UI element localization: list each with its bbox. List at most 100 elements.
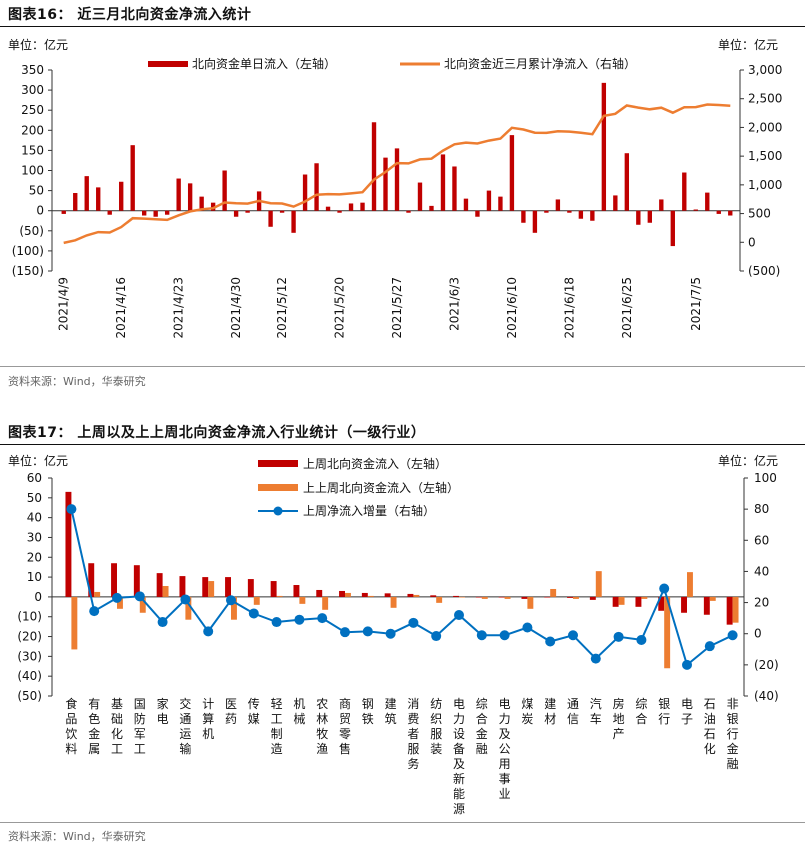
chart17-category-label: 综合金融 [476,697,488,756]
chart17-prevweek-bar [664,596,671,669]
chart17-category-label: 银行 [658,697,670,726]
chart17-category-label: 通信 [567,697,579,726]
chart17-plot: 6050403020100(10)(20)(30)(40)(50)1008060… [17,456,779,816]
chart17-category-label: 电力设备及新能源 [453,697,465,816]
chart16-daily-bar [176,178,181,211]
chart17-increment-point [362,626,373,637]
chart17-source: 资料来源：Wind，华泰研究 [8,830,146,843]
chart16-daily-bar [222,170,227,211]
chart17-lastweek-bar [361,592,368,597]
chart16-daily-bar [371,122,377,211]
chart16-legend-line-label: 北向资金近三月累计净流入（右轴） [444,56,636,71]
chart16-daily-bar [693,209,698,211]
chart17-right-tick-label: 60 [754,533,769,547]
chart17-prevweek-bar [732,596,739,623]
chart17-category-label: 非银行金融 [727,697,739,771]
chart17-category-label: 电子 [681,697,693,726]
chart17-increment-point [568,630,578,641]
chart17-category-label: 综合 [635,697,647,726]
chart16-daily-bar [210,202,216,211]
chart17-lastweek-bar [156,573,163,597]
chart17-category-label: 建筑 [385,697,397,726]
chart16-x-tick-label: 2021/6/25 [620,277,634,339]
chart16-x-tick-label: 2021/4/9 [57,277,71,331]
chart17-left-tick-label: 20 [27,550,42,564]
chart16-plot: 350300250200150100500(50)(100)(150)3,000… [12,56,783,339]
chart16-x-tick-label: 2021/5/20 [333,277,347,339]
chart17-lastweek-bar [498,596,505,598]
chart16-right-tick-label: 500 [748,207,771,221]
chart17-lastweek-bar [88,563,95,597]
chart17-lastweek-bar [703,596,710,615]
chart17-right-tick-label: (40) [754,689,779,703]
chart16-left-tick-label: 200 [21,123,44,137]
chart17-lastweek-bar [475,596,482,598]
chart17-category-label: 电力及公用事业 [499,697,511,801]
chart16-left-tick-label: (50) [19,224,44,238]
chart16-daily-bar [325,206,331,211]
chart17-increment-point [89,606,100,617]
chart17-lastweek-bar [658,596,665,611]
chart17-prevweek-bar [390,596,397,608]
chart17-prevweek-bar [459,596,465,598]
chart17-lastweek-bar [339,590,345,597]
chart17-increment-point [682,659,692,670]
chart16-daily-bar [96,187,101,211]
chart17-lastweek-bar [544,596,551,598]
chart17-category-label: 基础化工 [111,697,123,756]
chart16-x-tick-label: 2021/4/30 [229,277,243,339]
chart17-legend-prevweek-swatch [258,484,298,491]
chart17-prevweek-bar [94,591,101,597]
chart17-left-tick-label: (20) [17,630,42,644]
chart16-left-tick-label: (100) [12,244,44,258]
chart17-left-tick-label: 40 [27,511,42,525]
chart17-increment-point [226,595,236,606]
chart17-category-label: 建材 [544,697,556,726]
chart16-daily-bar [670,210,675,247]
chart16-right-tick-label: 1,500 [748,149,782,163]
chart16-x-tick-label: 2021/6/3 [447,277,461,331]
chart17-increment-point [157,617,168,628]
chart16-x-tick-label: 2021/7/5 [689,277,703,331]
chart17-category-label: 医药 [225,697,237,726]
chart16-daily-bar [601,82,607,211]
chart17-increment-point [545,636,556,647]
chart16-daily-bar [532,210,538,233]
chart17-lastweek-bar [111,563,117,597]
chart17-title-bar: 图表17： 上周以及上上周北向资金净流入行业统计（一级行业） [0,418,805,445]
chart17-lastweek-bar [681,596,687,613]
chart16-source: 资料来源：Wind，华泰研究 [8,375,146,388]
chart17-increment-point [590,653,601,664]
chart16-x-tick-label: 2021/4/16 [114,277,128,339]
chart17-category-label: 食品饮料 [65,696,77,756]
chart17-category-label: 石油石化 [704,697,716,756]
chart17-increment-point [271,617,282,628]
chart16-daily-bar [728,210,733,216]
chart17-category-label: 商贸零售 [339,696,351,756]
chart17-prevweek-bar [345,592,351,597]
chart17-category-label: 纺织服装 [430,697,442,756]
chart17-prevweek-bar [527,596,534,609]
chart16-daily-bar [705,192,710,211]
chart16-daily-bar [521,210,526,223]
chart16-daily-bar [360,202,365,211]
chart17-prevweek-bar [322,596,329,610]
chart17-lastweek-bar [133,565,140,597]
chart16-daily-bar [647,210,652,223]
chart17-lastweek-bar [567,596,573,598]
chart17-prevweek-bar [641,596,648,599]
chart17-left-tick-label: 60 [27,471,42,485]
chart16-daily-bar [164,210,170,215]
chart16-left-tick-label: 250 [21,103,44,117]
chart17-lastweek-bar [635,596,642,607]
chart17-lastweek-bar [202,577,209,597]
chart16-daily-bar [659,199,664,211]
chart17-lastweek-bar [225,577,231,597]
chart16-daily-bar [567,210,572,213]
chart17-category-label: 消费者服务 [407,697,419,771]
chart16-daily-bar [302,174,308,211]
chart17-lastweek-bar [726,596,733,625]
chart17-legend-lastweek-label: 上周北向资金流入（左轴） [303,456,447,471]
chart16-x-tick-label: 2021/5/27 [390,277,404,339]
chart17-increment-point [66,504,77,515]
